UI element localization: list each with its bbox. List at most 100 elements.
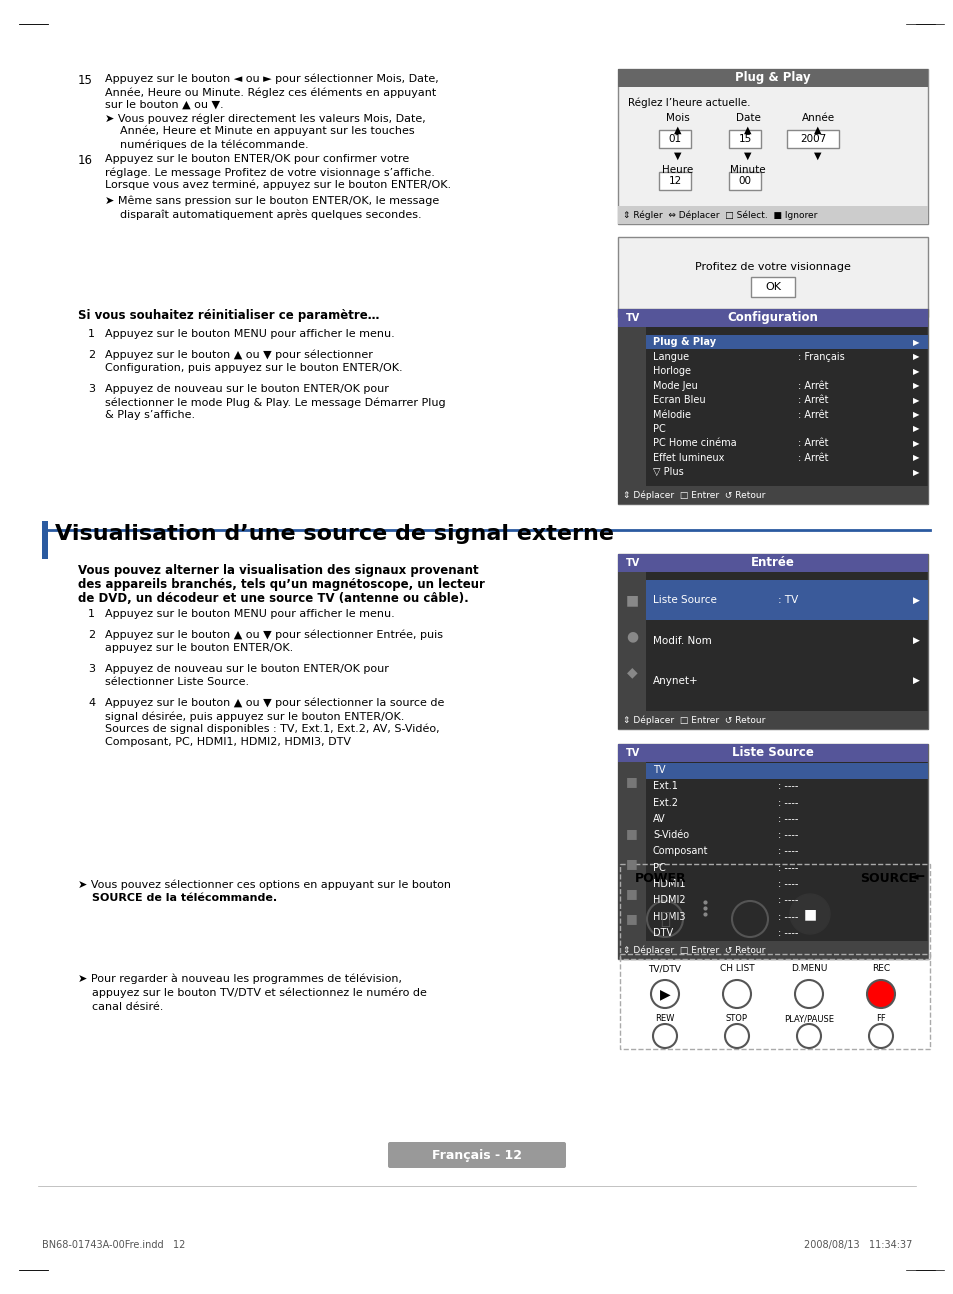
Text: SOURCE: SOURCE	[859, 872, 916, 885]
Text: 2008/08/13   11:34:37: 2008/08/13 11:34:37	[802, 1240, 911, 1250]
Text: des appareils branchés, tels qu’un magnétoscope, un lecteur: des appareils branchés, tels qu’un magné…	[78, 578, 484, 591]
Text: TV: TV	[625, 748, 639, 758]
Text: PC: PC	[652, 863, 665, 872]
Circle shape	[866, 980, 894, 1008]
Text: signal désirée, puis appuyez sur le bouton ENTER/OK.: signal désirée, puis appuyez sur le bout…	[105, 710, 404, 722]
Text: PC: PC	[652, 424, 665, 433]
Text: ▶: ▶	[912, 439, 919, 448]
Text: ▲: ▲	[743, 126, 751, 135]
Text: Appuyez sur le bouton ENTER/OK pour confirmer votre: Appuyez sur le bouton ENTER/OK pour conf…	[105, 154, 409, 164]
Text: ■: ■	[625, 912, 638, 925]
Text: Mélodie: Mélodie	[652, 409, 690, 419]
Text: ▶: ▶	[912, 468, 919, 476]
FancyBboxPatch shape	[728, 129, 760, 148]
Text: Sources de signal disponibles : TV, Ext.1, Ext.2, AV, S-Vidéo,: Sources de signal disponibles : TV, Ext.…	[105, 725, 439, 735]
FancyBboxPatch shape	[659, 172, 690, 190]
FancyBboxPatch shape	[618, 554, 927, 572]
Text: : ----: : ----	[778, 879, 798, 889]
Text: numériques de la télécommande.: numériques de la télécommande.	[120, 138, 309, 150]
FancyBboxPatch shape	[618, 206, 927, 224]
Text: PLAY/PAUSE: PLAY/PAUSE	[783, 1014, 833, 1024]
Text: Visualisation d’une source de signal externe: Visualisation d’une source de signal ext…	[55, 524, 614, 543]
Text: Plug & Play: Plug & Play	[652, 338, 716, 347]
Text: FF: FF	[875, 1014, 885, 1024]
Text: DTV: DTV	[652, 928, 673, 938]
FancyBboxPatch shape	[618, 327, 645, 503]
Text: de DVD, un décodeur et une source TV (antenne ou câble).: de DVD, un décodeur et une source TV (an…	[78, 591, 468, 606]
Text: ⇕ Déplacer  □ Entrer  ↺ Retour: ⇕ Déplacer □ Entrer ↺ Retour	[622, 945, 764, 955]
Text: 1: 1	[88, 609, 95, 619]
Text: Appuyez sur le bouton MENU pour afficher le menu.: Appuyez sur le bouton MENU pour afficher…	[105, 329, 395, 339]
Text: : ----: : ----	[778, 814, 798, 824]
Text: Heure: Heure	[661, 166, 693, 175]
Text: : ----: : ----	[778, 797, 798, 807]
Text: 15: 15	[78, 74, 92, 87]
Text: : ----: : ----	[778, 863, 798, 872]
Text: Configuration: Configuration	[727, 312, 818, 325]
Text: Année, Heure ou Minute. Réglez ces éléments en appuyant: Année, Heure ou Minute. Réglez ces éléme…	[105, 87, 436, 97]
FancyBboxPatch shape	[618, 309, 927, 327]
Text: : ----: : ----	[778, 928, 798, 938]
Text: ⇕ Déplacer  □ Entrer  ↺ Retour: ⇕ Déplacer □ Entrer ↺ Retour	[622, 490, 764, 499]
Text: : Arrêt: : Arrêt	[797, 409, 827, 419]
Text: Effet lumineux: Effet lumineux	[652, 453, 723, 463]
Text: 2: 2	[88, 630, 95, 641]
Text: ⇕ Régler  ⇔ Déplacer  □ Sélect.  ■ Ignorer: ⇕ Régler ⇔ Déplacer □ Sélect. ■ Ignorer	[622, 210, 817, 220]
Text: CH LIST: CH LIST	[719, 964, 754, 973]
Text: Appuyez sur le bouton MENU pour afficher le menu.: Appuyez sur le bouton MENU pour afficher…	[105, 609, 395, 619]
FancyBboxPatch shape	[750, 277, 794, 298]
Text: ▶: ▶	[912, 396, 919, 405]
Text: Composant, PC, HDMI1, HDMI2, HDMI3, DTV: Composant, PC, HDMI1, HDMI2, HDMI3, DTV	[105, 738, 351, 747]
Text: HDMI1: HDMI1	[652, 879, 685, 889]
Text: : ----: : ----	[778, 782, 798, 792]
Text: ▶: ▶	[912, 635, 919, 644]
Text: : Arrêt: : Arrêt	[797, 395, 827, 405]
Text: disparaît automatiquement après quelques secondes.: disparaît automatiquement après quelques…	[120, 210, 421, 220]
Text: Anynet+: Anynet+	[652, 675, 698, 686]
Text: TV: TV	[625, 313, 639, 324]
Text: STOP: STOP	[725, 1014, 747, 1024]
Text: : Arrêt: : Arrêt	[797, 380, 827, 391]
Text: Entrée: Entrée	[750, 556, 794, 569]
Text: : Arrêt: : Arrêt	[797, 439, 827, 449]
Text: Réglez l’heure actuelle.: Réglez l’heure actuelle.	[627, 97, 750, 107]
Text: sélectionner Liste Source.: sélectionner Liste Source.	[105, 677, 249, 687]
Text: ▼: ▼	[674, 151, 681, 160]
FancyBboxPatch shape	[659, 129, 690, 148]
FancyBboxPatch shape	[618, 744, 927, 959]
Text: ▶: ▶	[912, 410, 919, 419]
Text: réglage. Le message Profitez de votre visionnage s’affiche.: réglage. Le message Profitez de votre vi…	[105, 167, 435, 177]
Text: OK: OK	[764, 282, 781, 292]
FancyBboxPatch shape	[618, 309, 927, 503]
Text: ➤ Vous pouvez régler directement les valeurs Mois, Date,: ➤ Vous pouvez régler directement les val…	[105, 113, 425, 123]
Text: Si vous souhaitez réinitialiser ce paramètre…: Si vous souhaitez réinitialiser ce param…	[78, 309, 379, 322]
FancyBboxPatch shape	[618, 744, 927, 762]
Text: D.MENU: D.MENU	[790, 964, 826, 973]
Circle shape	[789, 894, 829, 934]
Text: 15: 15	[738, 135, 751, 144]
Text: Horloge: Horloge	[652, 366, 690, 377]
Text: ▶: ▶	[912, 338, 919, 347]
Text: ●: ●	[625, 629, 638, 643]
Text: Année, Heure et Minute en appuyant sur les touches: Année, Heure et Minute en appuyant sur l…	[120, 126, 415, 136]
Text: TV/DTV: TV/DTV	[648, 964, 680, 973]
Text: Minute: Minute	[729, 166, 765, 175]
Text: 3: 3	[88, 384, 95, 393]
Text: ▲: ▲	[814, 126, 821, 135]
Text: Modif. Nom: Modif. Nom	[652, 635, 711, 646]
Text: & Play s’affiche.: & Play s’affiche.	[105, 410, 195, 421]
Text: : ----: : ----	[778, 911, 798, 921]
Text: ■: ■	[625, 775, 638, 788]
Text: 2: 2	[88, 349, 95, 360]
Text: : ----: : ----	[778, 846, 798, 857]
Text: 00: 00	[738, 176, 751, 186]
FancyBboxPatch shape	[618, 69, 927, 87]
Text: Liste Source: Liste Source	[731, 747, 813, 760]
Text: sur le bouton ▲ ou ▼.: sur le bouton ▲ ou ▼.	[105, 100, 223, 110]
Text: Langue: Langue	[652, 352, 688, 362]
Text: ⇕ Déplacer  □ Entrer  ↺ Retour: ⇕ Déplacer □ Entrer ↺ Retour	[622, 716, 764, 725]
Text: ▲: ▲	[674, 126, 681, 135]
Text: Vous pouvez alterner la visualisation des signaux provenant: Vous pouvez alterner la visualisation de…	[78, 564, 478, 577]
Text: SOURCE de la télécommande.: SOURCE de la télécommande.	[91, 893, 276, 903]
Text: BN68-01743A-00Fre.indd   12: BN68-01743A-00Fre.indd 12	[42, 1240, 185, 1250]
